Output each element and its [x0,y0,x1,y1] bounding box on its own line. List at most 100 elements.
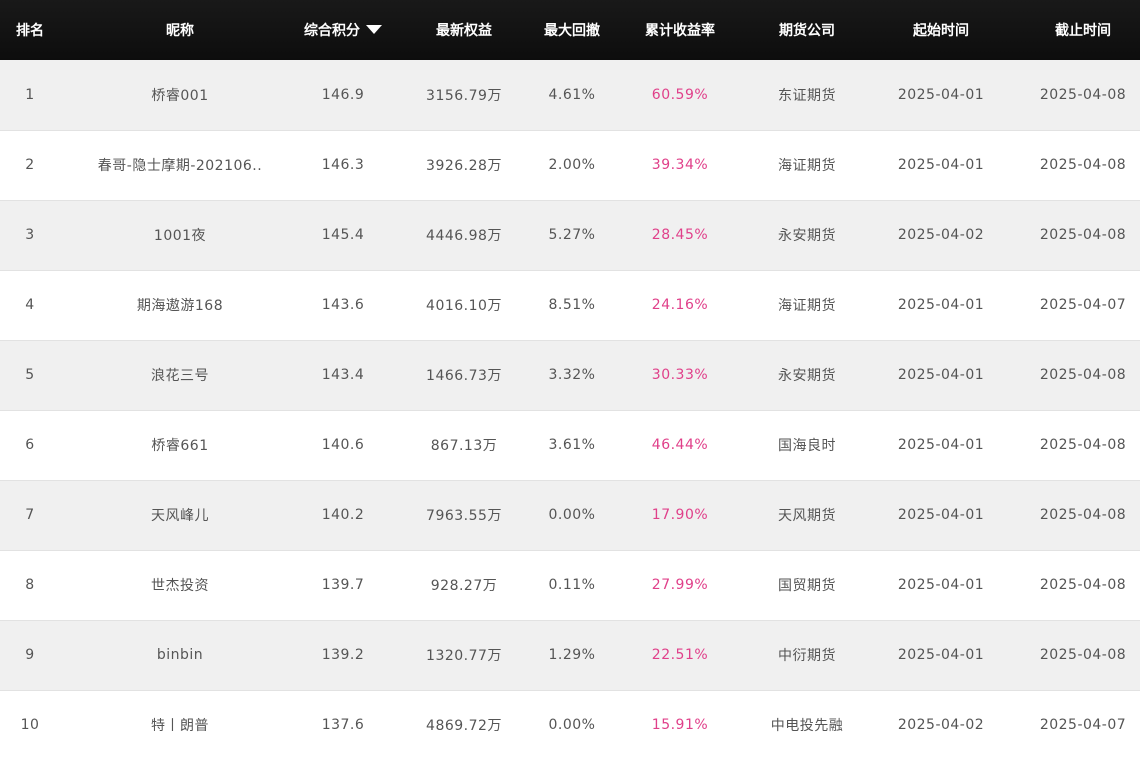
cell-score: 140.2 [321,507,365,523]
header-score-sortable[interactable]: 综合积分 [300,0,386,60]
cell-equity: 4446.98万 [426,228,502,244]
table-row[interactable]: 8 世杰投资 139.7 928.27万 0.11% 27.99% 国贸期货 2025-04-… [0,550,1140,620]
cell-cumulative-return: 24.16% [651,297,709,313]
cell-broker: 天风期货 [778,508,836,524]
table-row[interactable]: 5 浪花三号 143.4 1466.73万 3.32% 30.33% 永安期货 2025-04… [0,340,1140,410]
nickname-text: 天风峰儿 [151,508,209,524]
cell-nickname: 天风峰儿 [60,480,300,550]
cell-cumulative-return: 17.90% [651,507,709,523]
cell-start-date: 2025-04-01 [897,577,985,593]
cell-nickname: 1001夜 [60,200,300,270]
nickname-text: 浪花三号 [151,368,209,384]
table-row[interactable]: 2 春哥-隐士摩期-202106.. 146.3 3926.28万 2.00% 39.34… [0,130,1140,200]
cell-nickname: 特丨朗普 [60,690,300,758]
table-row[interactable]: 1 桥睿001 146.9 3156.79万 4.61% 60.59% 东证期货 2025-0… [0,60,1140,130]
cell-cumulative-return: 30.33% [651,367,709,383]
cell-equity: 1320.77万 [426,648,502,664]
cell-broker: 国贸期货 [778,578,836,594]
table-row[interactable]: 6 桥睿661 140.6 867.13万 3.61% 46.44% 国海良时 2025-04… [0,410,1140,480]
cell-equity: 7963.55万 [426,508,502,524]
table-row[interactable]: 4 期海遨游168 143.6 4016.10万 8.51% 24.16% 海证期货 2025… [0,270,1140,340]
cell-nickname: binbin [60,620,300,690]
cell-rank: 2 [25,157,35,173]
cell-max-drawdown: 2.00% [548,157,596,173]
header-row: 排名 昵称 综合积分 最新权益 最大回撤 累计收益率 期货公司 起始时间 截止时… [0,0,1140,60]
cell-nickname: 桥睿001 [60,60,300,130]
header-broker: 期货公司 [779,23,835,39]
cell-cumulative-return: 22.51% [651,647,709,663]
cell-end-date: 2025-04-07 [1039,297,1127,313]
cell-end-date: 2025-04-08 [1039,227,1127,243]
header-score-label: 综合积分 [304,23,360,39]
cell-rank: 10 [20,717,40,733]
nickname-text: 期海遨游168 [136,298,224,314]
cell-cumulative-return: 46.44% [651,437,709,453]
cell-rank: 5 [25,367,35,383]
cell-score: 146.9 [321,86,365,103]
cell-start-date: 2025-04-02 [897,227,985,243]
header-nickname: 昵称 [166,23,194,39]
cell-broker: 永安期货 [778,228,836,244]
nickname-text: 特丨朗普 [151,718,209,734]
header-equity: 最新权益 [436,23,492,39]
cell-broker: 中衍期货 [778,648,836,664]
cell-equity: 867.13万 [430,438,498,454]
table-row[interactable]: 10 特丨朗普 137.6 4869.72万 0.00% 15.91% 中电投先融 2025-… [0,690,1140,758]
cell-score: 143.4 [321,367,365,383]
cell-rank: 9 [25,647,35,663]
cell-end-date: 2025-04-08 [1039,647,1127,663]
cell-end-date: 2025-04-08 [1039,86,1127,103]
cell-score: 139.2 [321,647,365,663]
cell-end-date: 2025-04-08 [1039,367,1127,383]
cell-rank: 3 [25,227,35,243]
table-row[interactable]: 3 1001夜 145.4 4446.98万 5.27% 28.45% 永安期货 2025-0… [0,200,1140,270]
cell-score: 146.3 [321,157,365,173]
nickname-text: binbin [156,647,204,663]
cell-broker: 海证期货 [778,298,836,314]
cell-end-date: 2025-04-08 [1039,157,1127,173]
cell-max-drawdown: 1.29% [548,647,596,663]
cell-max-drawdown: 0.00% [548,507,596,523]
cell-cumulative-return: 28.45% [651,227,709,243]
cell-nickname: 春哥-隐士摩期-202106.. [60,130,300,200]
cell-end-date: 2025-04-08 [1039,507,1127,523]
cell-broker: 海证期货 [778,158,836,174]
header-start-date: 起始时间 [913,23,969,39]
caret-down-icon[interactable] [366,25,382,34]
cell-end-date: 2025-04-08 [1039,437,1127,453]
cell-nickname: 世杰投资 [60,550,300,620]
table-row[interactable]: 9 binbin 139.2 1320.77万 1.29% 22.51% 中衍期货 2025-… [0,620,1140,690]
cell-max-drawdown: 5.27% [548,227,596,243]
nickname-text: 1001夜 [153,228,207,244]
nickname-text: 桥睿001 [151,87,209,104]
cell-score: 143.6 [321,297,365,313]
cell-score: 145.4 [321,227,365,243]
cell-start-date: 2025-04-02 [897,717,985,733]
header-end-date: 截止时间 [1055,23,1111,39]
cell-equity: 3926.28万 [426,158,502,174]
cell-score: 139.7 [321,577,365,593]
cell-start-date: 2025-04-01 [897,297,985,313]
nickname-text: 春哥-隐士摩期-202106.. [97,158,263,174]
cell-broker: 永安期货 [778,368,836,384]
header-max-drawdown: 最大回撤 [544,23,600,39]
cell-nickname: 期海遨游168 [60,270,300,340]
cell-cumulative-return: 39.34% [651,157,709,173]
cell-equity: 4869.72万 [426,718,502,734]
cell-max-drawdown: 3.61% [548,437,596,453]
cell-end-date: 2025-04-08 [1039,577,1127,593]
cell-equity: 3156.79万 [426,87,502,104]
table-body: 1 桥睿001 146.9 3156.79万 4.61% 60.59% 东证期货 2025-0… [0,60,1140,758]
cell-score: 137.6 [321,717,365,733]
cell-max-drawdown: 3.32% [548,367,596,383]
cell-start-date: 2025-04-01 [897,647,985,663]
nickname-text: 桥睿661 [151,438,209,454]
table-row[interactable]: 7 天风峰儿 140.2 7963.55万 0.00% 17.90% 天风期货 2025-04… [0,480,1140,550]
cell-start-date: 2025-04-01 [897,86,985,103]
cell-max-drawdown: 0.11% [548,577,596,593]
cell-rank: 8 [25,577,35,593]
header-cumulative-return: 累计收益率 [645,23,715,39]
cell-end-date: 2025-04-07 [1039,717,1127,733]
cell-max-drawdown: 4.61% [548,86,596,103]
